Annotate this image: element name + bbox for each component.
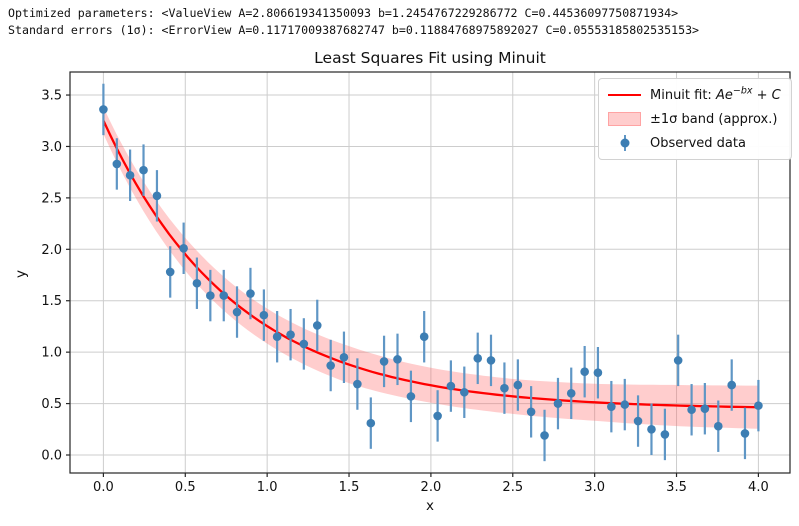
chart-title: Least Squares Fit using Minuit	[314, 49, 546, 67]
x-tick-label: 4.0	[748, 480, 769, 495]
legend-band-label: ±1σ band (approx.)	[650, 111, 778, 127]
y-tick-label: 1.0	[41, 346, 62, 361]
observed-point	[326, 361, 335, 370]
observed-point	[647, 424, 656, 434]
observed-point	[500, 383, 509, 393]
observed-point	[286, 330, 295, 339]
x-tick-label: 1.5	[339, 480, 360, 495]
observed-point	[673, 356, 683, 365]
sigma-band-swatch	[608, 112, 641, 126]
observed-point	[620, 400, 630, 409]
x-tick-label: 2.0	[421, 480, 442, 495]
standard-errors-text: Standard errors (1σ): <ErrorView A=0.117…	[8, 23, 700, 37]
observed-point	[460, 387, 469, 397]
errorbar-marker-swatch	[608, 134, 641, 152]
y-axis-label: y	[13, 270, 29, 278]
observed-point	[593, 368, 603, 378]
observed-point	[272, 332, 282, 342]
y-tick-label: 3.5	[41, 89, 62, 104]
observed-point	[540, 431, 549, 440]
x-tick-label: 1.0	[257, 480, 278, 495]
observed-point	[580, 367, 589, 376]
optimized-parameters-text: Optimized parameters: <ValueView A=2.806…	[8, 6, 679, 20]
legend-item-fit: Minuit fit: Ae−bx + C	[608, 85, 781, 105]
x-tick-label: 3.5	[666, 480, 687, 495]
observed-point	[259, 310, 269, 320]
observed-point	[165, 267, 175, 277]
fit-line-swatch	[608, 94, 641, 96]
observed-point	[566, 388, 576, 398]
y-tick-label: 0.0	[41, 449, 62, 464]
observed-point	[727, 380, 737, 390]
observed-point	[353, 379, 362, 389]
sigma-band	[103, 107, 759, 429]
observed-point	[740, 429, 750, 438]
observed-point	[393, 355, 402, 364]
x-axis-label: x	[426, 498, 434, 514]
observed-point	[339, 352, 349, 362]
observed-point	[112, 159, 122, 169]
observed-point	[473, 354, 483, 363]
observed-point	[660, 430, 670, 439]
y-tick-label: 3.0	[41, 140, 62, 155]
observed-point	[192, 278, 202, 288]
observed-point	[99, 105, 108, 114]
y-tick-label: 2.5	[41, 191, 62, 206]
observed-point	[219, 291, 229, 300]
x-tick-label: 0.5	[175, 480, 196, 495]
observed-point	[406, 392, 416, 401]
observed-point	[139, 165, 148, 175]
observed-point	[125, 170, 135, 180]
observed-point	[687, 405, 696, 415]
observed-point	[152, 191, 162, 201]
legend-item-band: ±1σ band (approx.)	[608, 109, 781, 129]
observed-point	[607, 402, 616, 411]
x-tick-label: 0.0	[93, 480, 114, 495]
observed-point	[419, 332, 429, 342]
observed-point	[299, 339, 309, 349]
observed-point	[700, 404, 710, 414]
observed-point	[446, 381, 456, 391]
observed-point	[754, 401, 763, 410]
y-tick-label: 0.5	[41, 397, 62, 412]
legend-fit-label: Minuit fit: Ae−bx + C	[650, 85, 781, 103]
observed-point	[379, 357, 389, 366]
observed-point	[312, 321, 322, 330]
legend: Minuit fit: Ae−bx + C ±1σ band (approx.)…	[598, 78, 792, 160]
fit-line	[102, 120, 759, 409]
observed-point	[486, 356, 496, 365]
observed-point	[713, 421, 723, 431]
observed-point	[526, 407, 536, 417]
x-tick-label: 3.0	[584, 480, 605, 495]
observed-point	[179, 243, 188, 253]
y-tick-label: 2.0	[41, 243, 62, 258]
observed-point	[366, 418, 376, 428]
observed-point	[206, 291, 215, 300]
legend-data-label: Observed data	[650, 135, 746, 151]
plot-border	[69, 71, 791, 474]
observed-point	[513, 380, 523, 390]
observed-point	[553, 399, 563, 408]
observed-point	[633, 416, 643, 426]
x-tick-label: 2.5	[502, 480, 523, 495]
y-tick-label: 1.5	[41, 294, 62, 309]
observed-point	[246, 289, 255, 298]
observed-point	[433, 411, 442, 421]
legend-item-data: Observed data	[608, 133, 781, 153]
observed-point	[232, 307, 242, 317]
